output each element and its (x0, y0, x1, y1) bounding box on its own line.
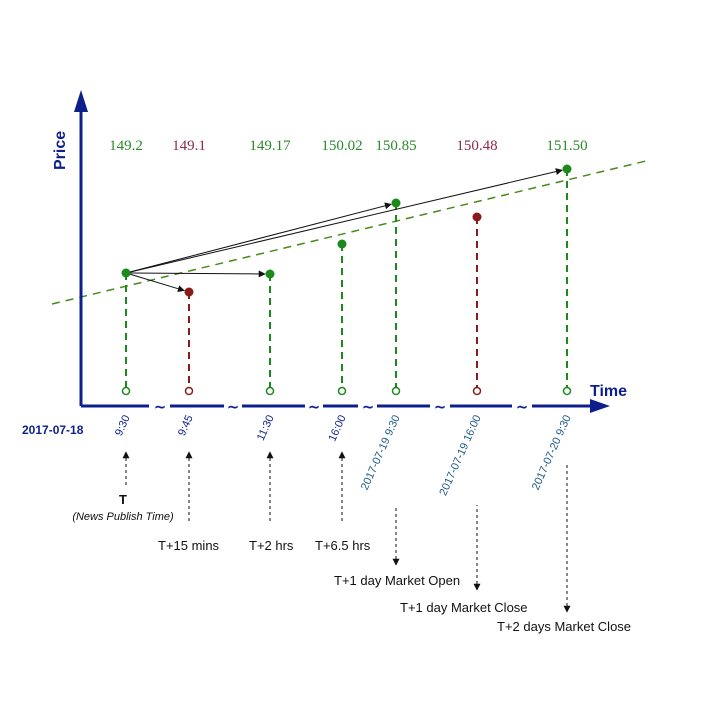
time-point-marker (562, 386, 572, 396)
price-move-arrow (129, 202, 392, 273)
time-point-marker (472, 386, 482, 396)
price-move-arrow (129, 168, 563, 273)
y-axis-arrowhead (74, 90, 88, 112)
time-tick-label: 2017-07-19 16:00 (437, 413, 483, 497)
annotation-label: T+15 mins (158, 538, 220, 553)
y-axis-title: Price (52, 131, 69, 170)
price-value: 151.50 (546, 138, 587, 154)
price-point (562, 164, 572, 174)
time-tick-label: 9:45 (176, 413, 196, 437)
price-value: 149.1 (172, 138, 206, 154)
time-point-marker (391, 386, 401, 396)
price-stems (125, 169, 568, 391)
price-value: 150.02 (321, 138, 362, 154)
axis-break-symbol: ~ (227, 398, 240, 416)
price-point (121, 268, 131, 278)
annotation-label: T+2 hrs (249, 538, 294, 553)
trend-line (51, 159, 651, 305)
axis-break-symbol: ~ (516, 398, 529, 416)
x-axis-title: Time (590, 383, 627, 400)
time-tick-label: 2017-07-19 9:30 (359, 413, 403, 492)
price-values: 149.2 149.1 149.17 150.02 150.85 150.48 151.50 (109, 138, 588, 154)
price-point (472, 212, 482, 222)
price-markers (121, 164, 572, 396)
annotation-label: T+1 day Market Open (334, 573, 460, 588)
start-date-label: 2017-07-18 (22, 423, 84, 437)
time-tick-label: 2017-07-20 9:30 (530, 413, 574, 492)
annotation-sublabel: (News Publish Time) (72, 511, 174, 523)
time-point-marker (265, 386, 275, 396)
price-point (391, 198, 401, 208)
time-tick-labels: 9:30 9:45 11:30 16:00 2017-07-19 9:30 2017-07… (113, 413, 574, 497)
time-point-marker (121, 386, 131, 396)
price-point (265, 269, 275, 279)
axis-break-symbol: ~ (308, 398, 321, 416)
annotation-label: T+1 day Market Close (400, 600, 528, 615)
price-value: 150.85 (375, 138, 416, 154)
axis-break-symbol: ~ (434, 398, 447, 416)
price-point (337, 239, 347, 249)
axis-break-symbol: ~ (154, 398, 167, 416)
axes (74, 90, 610, 413)
price-value: 150.48 (456, 138, 497, 154)
axis-break-symbol: ~ (362, 398, 375, 416)
x-axis-arrowhead (590, 399, 610, 413)
price-moves (129, 168, 563, 293)
annotation-label: T+2 days Market Close (497, 619, 631, 634)
price-point (184, 287, 194, 297)
axis-breaks: ~ ~ ~ ~ ~ ~ (154, 398, 529, 416)
annotation-label: T (119, 492, 127, 507)
price-move-arrow (129, 273, 185, 293)
annotation-label: T+6.5 hrs (315, 538, 371, 553)
time-point-marker (184, 386, 194, 396)
price-move-arrow (129, 270, 266, 278)
price-value: 149.17 (249, 138, 291, 154)
time-annotations: T (News Publish Time) T+15 mins T+2 hrs T+6.… (72, 451, 631, 634)
time-tick-label: 11:30 (255, 413, 277, 442)
time-point-marker (337, 386, 347, 396)
time-tick-label: 9:30 (113, 413, 133, 437)
time-tick-label: 16:00 (327, 413, 349, 443)
price-value: 149.2 (109, 138, 143, 154)
